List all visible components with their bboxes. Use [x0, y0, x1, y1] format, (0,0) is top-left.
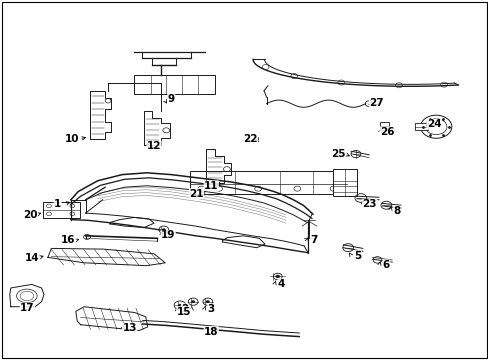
Text: 27: 27 [368, 98, 383, 108]
Text: 22: 22 [243, 134, 257, 144]
Text: 13: 13 [122, 323, 137, 333]
Text: 20: 20 [23, 210, 38, 220]
Text: 11: 11 [203, 181, 218, 191]
Text: 1: 1 [54, 199, 61, 209]
Text: 6: 6 [382, 260, 389, 270]
Text: 14: 14 [24, 253, 39, 263]
Bar [43, 202, 80, 218]
Text: 25: 25 [330, 149, 345, 159]
Text: 24: 24 [426, 119, 441, 129]
FancyBboxPatch shape [134, 75, 215, 94]
Text: 3: 3 [207, 304, 214, 314]
Text: 18: 18 [203, 327, 218, 337]
Circle shape [162, 228, 165, 231]
Text: 9: 9 [167, 94, 174, 104]
Circle shape [178, 304, 182, 307]
Text: 26: 26 [379, 127, 394, 137]
Circle shape [205, 300, 209, 303]
Text: 16: 16 [61, 235, 76, 246]
Text: 19: 19 [161, 230, 175, 240]
Text: 21: 21 [189, 189, 203, 199]
Bar [189, 171, 346, 194]
Text: 12: 12 [146, 141, 161, 151]
Circle shape [275, 275, 279, 278]
Text: 2: 2 [181, 304, 188, 314]
Circle shape [191, 300, 195, 303]
Text: 4: 4 [277, 279, 285, 289]
Text: 8: 8 [393, 206, 400, 216]
Text: 7: 7 [309, 235, 317, 246]
Bar [414, 123, 427, 130]
Bar [380, 122, 388, 130]
Text: 10: 10 [65, 134, 80, 144]
Text: 15: 15 [176, 307, 191, 317]
Bar [333, 169, 356, 196]
Text: 23: 23 [362, 199, 376, 210]
Text: 17: 17 [20, 303, 35, 313]
Text: 5: 5 [354, 251, 361, 261]
